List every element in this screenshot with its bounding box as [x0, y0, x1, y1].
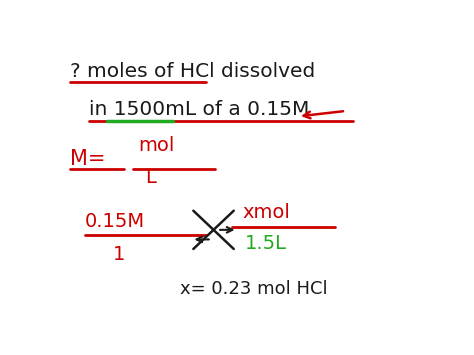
- Text: L: L: [146, 168, 156, 187]
- Text: M=: M=: [70, 149, 106, 169]
- Text: 1.5L: 1.5L: [245, 234, 287, 253]
- Text: 0.15M: 0.15M: [85, 212, 145, 231]
- Text: xmol: xmol: [243, 203, 291, 222]
- Text: ? moles of HCl dissolved: ? moles of HCl dissolved: [70, 62, 316, 81]
- Text: x= 0.23 mol HCl: x= 0.23 mol HCl: [181, 280, 328, 297]
- Text: 1: 1: [112, 245, 125, 264]
- Text: mol: mol: [138, 136, 174, 155]
- Text: in 1500mL of a 0.15M: in 1500mL of a 0.15M: [89, 100, 309, 119]
